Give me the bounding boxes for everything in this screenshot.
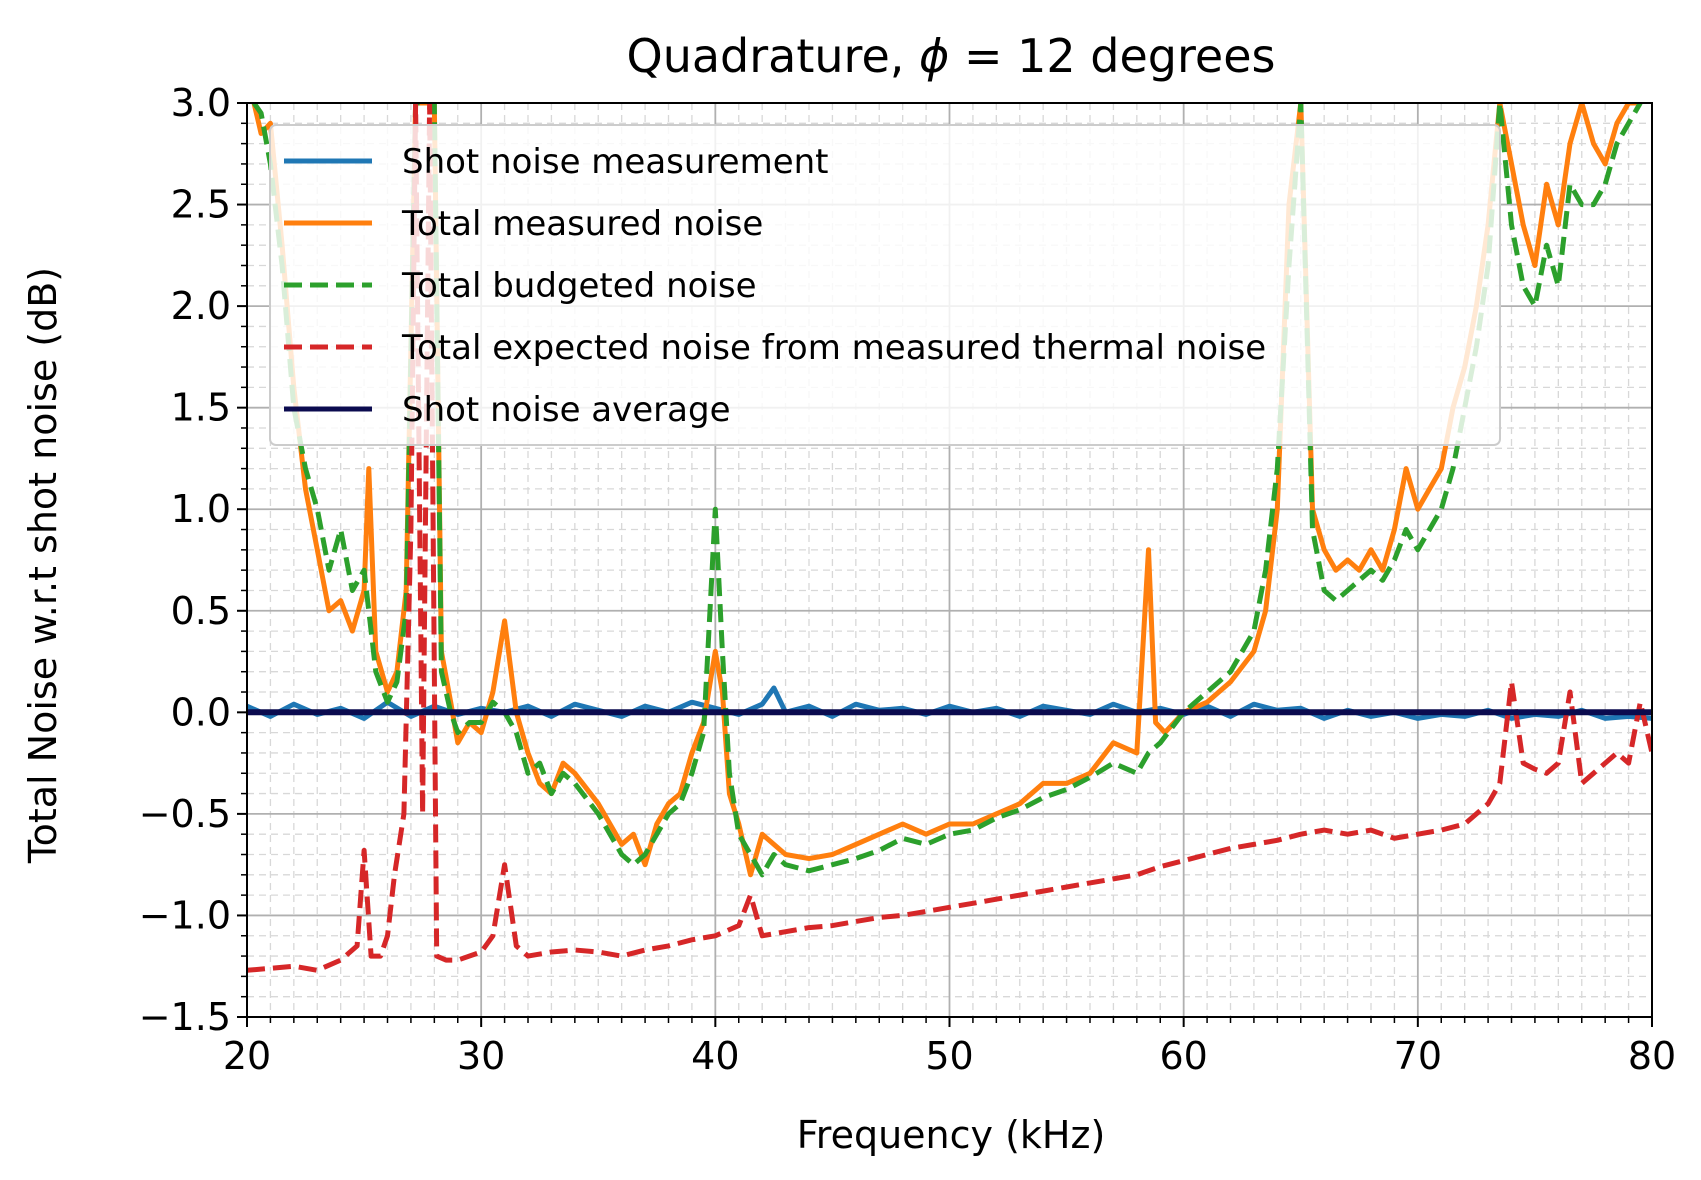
y-tick-label: −1.0 bbox=[139, 893, 231, 937]
y-tick-label: 0.0 bbox=[171, 690, 231, 734]
ticks-layer: 20 30 40 50 60 70 80 −1.5 −1.0 −0.5 0.0 0.5 1.0 1.5 2.… bbox=[139, 81, 1676, 1078]
y-tick-label: −1.5 bbox=[139, 995, 231, 1039]
legend-label-4: Shot noise average bbox=[402, 390, 731, 430]
y-tick-label: 3.0 bbox=[171, 81, 231, 125]
y-tick-label: −0.5 bbox=[139, 792, 231, 836]
legend-label-2: Total budgeted noise bbox=[401, 266, 757, 306]
x-tick-label: 40 bbox=[691, 1034, 739, 1078]
y-tick-label: 1.0 bbox=[171, 487, 231, 531]
y-tick-label: 0.5 bbox=[171, 589, 231, 633]
legend-label-0: Shot noise measurement bbox=[402, 142, 829, 182]
chart-title-prefix: Quadrature, bbox=[627, 29, 920, 83]
y-tick-label: 2.0 bbox=[171, 284, 231, 328]
y-tick-label: 2.5 bbox=[171, 183, 231, 227]
x-tick-label: 50 bbox=[925, 1034, 973, 1078]
x-tick-label: 20 bbox=[223, 1034, 271, 1078]
series-line-1 bbox=[251, 103, 1641, 878]
x-tick-label: 60 bbox=[1159, 1034, 1207, 1078]
legend-label-3: Total expected noise from measured therm… bbox=[401, 328, 1266, 368]
legend: Shot noise measurement Total measured noi… bbox=[269, 124, 1501, 446]
y-tick-label: 1.5 bbox=[171, 386, 231, 430]
x-axis-label: Frequency (kHz) bbox=[797, 1113, 1106, 1157]
x-tick-label: 80 bbox=[1628, 1034, 1676, 1078]
chart-title-suffix: = 12 degrees bbox=[949, 29, 1275, 83]
chart-title-symbol: ϕ bbox=[919, 29, 949, 83]
series-line-2 bbox=[251, 103, 1643, 878]
legend-box bbox=[269, 124, 1501, 446]
chart-title: Quadrature, ϕ = 12 degrees bbox=[627, 29, 1276, 83]
x-tick-label: 70 bbox=[1394, 1034, 1442, 1078]
legend-label-1: Total measured noise bbox=[401, 204, 763, 244]
x-tick-label: 30 bbox=[457, 1034, 505, 1078]
y-axis-label: Total Noise w.r.t shot noise (dB) bbox=[21, 267, 65, 864]
